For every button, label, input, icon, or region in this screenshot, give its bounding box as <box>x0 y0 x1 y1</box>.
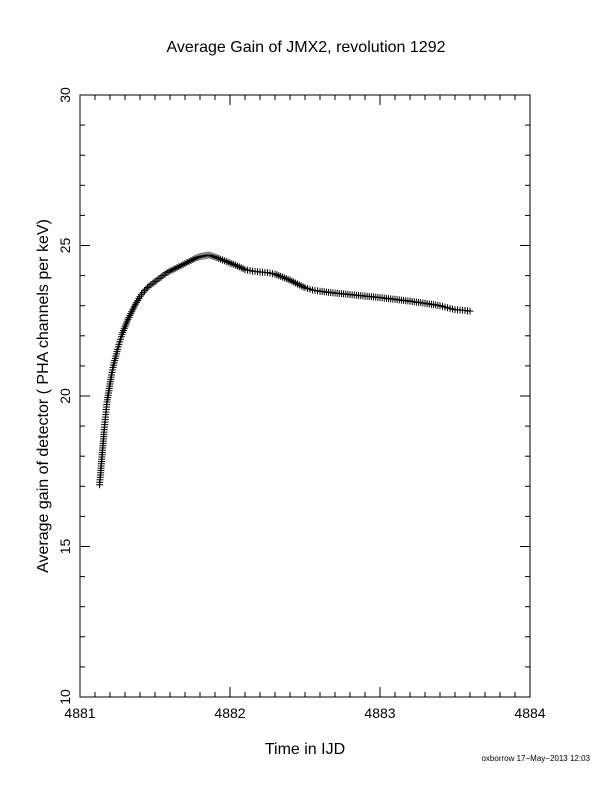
y-axis-label: Average gain of detector ( PHA channels … <box>35 219 52 573</box>
axis-ticks <box>79 94 531 698</box>
y-tick-label: 30 <box>57 87 73 103</box>
y-tick-label: 10 <box>57 689 73 705</box>
y-tick-label: 20 <box>57 388 73 404</box>
x-tick-label: 4883 <box>364 705 395 721</box>
y-tick-label: 25 <box>57 238 73 254</box>
axis-tick-labels: 4881 4882 4883 4884 10 15 20 25 30 <box>57 87 546 721</box>
x-tick-label: 4884 <box>514 705 545 721</box>
footer-stamp: oxborrow 17−May−2013 12:03 <box>481 754 590 763</box>
x-tick-label: 4882 <box>214 705 245 721</box>
plot-frame <box>79 94 531 698</box>
chart-title: Average Gain of JMX2, revolution 1292 <box>167 39 446 56</box>
data-point <box>142 285 150 293</box>
x-tick-label: 4881 <box>64 705 95 721</box>
data-point <box>466 307 474 315</box>
data-series <box>96 251 474 489</box>
x-axis-label: Time in IJD <box>265 741 345 758</box>
y-tick-label: 15 <box>57 539 73 555</box>
data-point <box>141 287 148 295</box>
data-point <box>144 284 151 292</box>
